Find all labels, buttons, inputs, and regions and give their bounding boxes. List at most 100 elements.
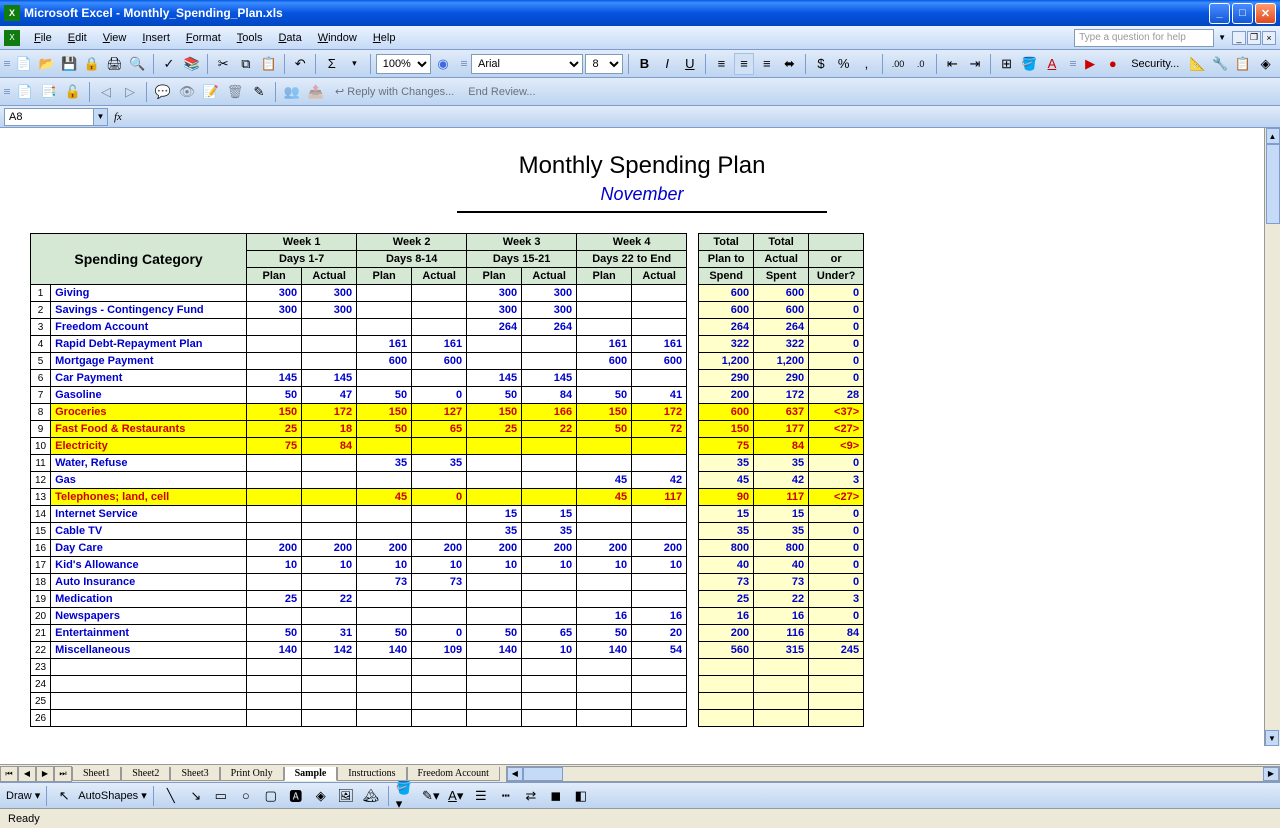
total-cell[interactable]: 0 — [809, 506, 864, 523]
plan-cell[interactable] — [577, 370, 632, 387]
category-cell[interactable] — [51, 659, 247, 676]
menu-view[interactable]: View — [95, 29, 135, 47]
total-cell[interactable]: 0 — [809, 319, 864, 336]
actual-cell[interactable]: 145 — [522, 370, 577, 387]
plan-cell[interactable] — [357, 472, 412, 489]
plan-cell[interactable]: 45 — [577, 472, 632, 489]
total-cell[interactable]: 73 — [699, 574, 754, 591]
show-all-comments-icon[interactable]: 📝 — [200, 81, 222, 103]
total-cell[interactable]: 3 — [809, 591, 864, 608]
actual-cell[interactable]: 600 — [632, 353, 687, 370]
plan-cell[interactable]: 50 — [577, 625, 632, 642]
total-cell[interactable]: 600 — [754, 302, 809, 319]
total-cell[interactable]: 22 — [754, 591, 809, 608]
copy-icon[interactable]: ⧉ — [236, 53, 257, 75]
actual-cell[interactable]: 84 — [302, 438, 357, 455]
total-cell[interactable]: 600 — [699, 404, 754, 421]
total-cell[interactable] — [699, 693, 754, 710]
plan-cell[interactable] — [467, 455, 522, 472]
table-row[interactable]: 13Telephones; land, cell4504511790117<27… — [31, 489, 864, 506]
total-cell[interactable]: 3 — [809, 472, 864, 489]
category-cell[interactable]: Internet Service — [51, 506, 247, 523]
actual-cell[interactable] — [632, 438, 687, 455]
actual-cell[interactable]: 10 — [522, 642, 577, 659]
plan-cell[interactable]: 73 — [357, 574, 412, 591]
scroll-up-icon[interactable]: ▲ — [1266, 128, 1280, 144]
update-file-icon[interactable]: 📤 — [305, 81, 327, 103]
plan-cell[interactable]: 200 — [357, 540, 412, 557]
category-cell[interactable]: Savings - Contingency Fund — [51, 302, 247, 319]
plan-cell[interactable]: 35 — [467, 523, 522, 540]
total-cell[interactable]: 1,200 — [754, 353, 809, 370]
total-cell[interactable] — [754, 710, 809, 727]
plan-cell[interactable] — [247, 710, 302, 727]
autosum-icon[interactable]: Σ — [321, 53, 342, 75]
table-row[interactable]: 18Auto Insurance737373730 — [31, 574, 864, 591]
line-style-icon[interactable]: ☰ — [470, 785, 492, 807]
plan-cell[interactable] — [467, 676, 522, 693]
total-cell[interactable]: 84 — [809, 625, 864, 642]
plan-cell[interactable]: 50 — [577, 387, 632, 404]
doc-minimize-button[interactable]: _ — [1232, 31, 1246, 45]
plan-cell[interactable] — [247, 523, 302, 540]
align-left-icon[interactable]: ≡ — [711, 53, 732, 75]
category-cell[interactable]: Rapid Debt-Repayment Plan — [51, 336, 247, 353]
plan-cell[interactable] — [577, 523, 632, 540]
align-right-icon[interactable]: ≡ — [756, 53, 777, 75]
plan-cell[interactable] — [247, 506, 302, 523]
actual-cell[interactable] — [412, 659, 467, 676]
total-cell[interactable]: 0 — [809, 455, 864, 472]
total-cell[interactable] — [754, 693, 809, 710]
plan-cell[interactable]: 25 — [247, 421, 302, 438]
plan-cell[interactable]: 140 — [577, 642, 632, 659]
total-cell[interactable]: <27> — [809, 421, 864, 438]
sheet-tab-freedom-account[interactable]: Freedom Account — [407, 767, 500, 781]
plan-cell[interactable] — [247, 319, 302, 336]
sheet-tab-instructions[interactable]: Instructions — [337, 767, 406, 781]
actual-cell[interactable] — [412, 591, 467, 608]
plan-cell[interactable]: 150 — [357, 404, 412, 421]
plan-cell[interactable] — [577, 676, 632, 693]
category-cell[interactable]: Newspapers — [51, 608, 247, 625]
total-cell[interactable]: 28 — [809, 387, 864, 404]
vb-editor-icon[interactable]: 📐 — [1187, 53, 1208, 75]
category-cell[interactable]: Miscellaneous — [51, 642, 247, 659]
end-review-button[interactable]: End Review... — [462, 86, 541, 98]
total-cell[interactable]: 600 — [699, 302, 754, 319]
actual-cell[interactable] — [522, 693, 577, 710]
table-row[interactable]: 9Fast Food & Restaurants2518506525225072… — [31, 421, 864, 438]
plan-cell[interactable]: 600 — [577, 353, 632, 370]
plan-cell[interactable]: 15 — [467, 506, 522, 523]
category-cell[interactable]: Electricity — [51, 438, 247, 455]
close-button[interactable]: ✕ — [1255, 3, 1276, 24]
comma-icon[interactable]: , — [856, 53, 877, 75]
plan-cell[interactable]: 300 — [467, 302, 522, 319]
actual-cell[interactable] — [302, 472, 357, 489]
actual-cell[interactable] — [302, 506, 357, 523]
menu-file[interactable]: File — [26, 29, 60, 47]
table-row[interactable]: 15Cable TV353535350 — [31, 523, 864, 540]
plan-cell[interactable] — [357, 302, 412, 319]
actual-cell[interactable]: 16 — [632, 608, 687, 625]
plan-cell[interactable] — [467, 472, 522, 489]
total-cell[interactable]: 290 — [754, 370, 809, 387]
actual-cell[interactable]: 10 — [302, 557, 357, 574]
maximize-button[interactable]: □ — [1232, 3, 1253, 24]
plan-cell[interactable] — [357, 608, 412, 625]
actual-cell[interactable]: 264 — [522, 319, 577, 336]
show-comment-icon[interactable]: 👁 — [176, 81, 198, 103]
category-cell[interactable] — [51, 676, 247, 693]
arrow-style-icon[interactable]: ⇄ — [520, 785, 542, 807]
actual-cell[interactable] — [302, 676, 357, 693]
plan-cell[interactable] — [247, 455, 302, 472]
actual-cell[interactable] — [412, 693, 467, 710]
total-cell[interactable]: 0 — [809, 336, 864, 353]
actual-cell[interactable] — [632, 676, 687, 693]
actual-cell[interactable] — [302, 319, 357, 336]
plan-cell[interactable] — [577, 659, 632, 676]
plan-cell[interactable]: 75 — [247, 438, 302, 455]
category-cell[interactable]: Auto Insurance — [51, 574, 247, 591]
new-workbook-icon[interactable]: 📄 — [14, 81, 36, 103]
total-cell[interactable]: 264 — [754, 319, 809, 336]
name-box-dropdown-icon[interactable]: ▼ — [94, 108, 108, 126]
